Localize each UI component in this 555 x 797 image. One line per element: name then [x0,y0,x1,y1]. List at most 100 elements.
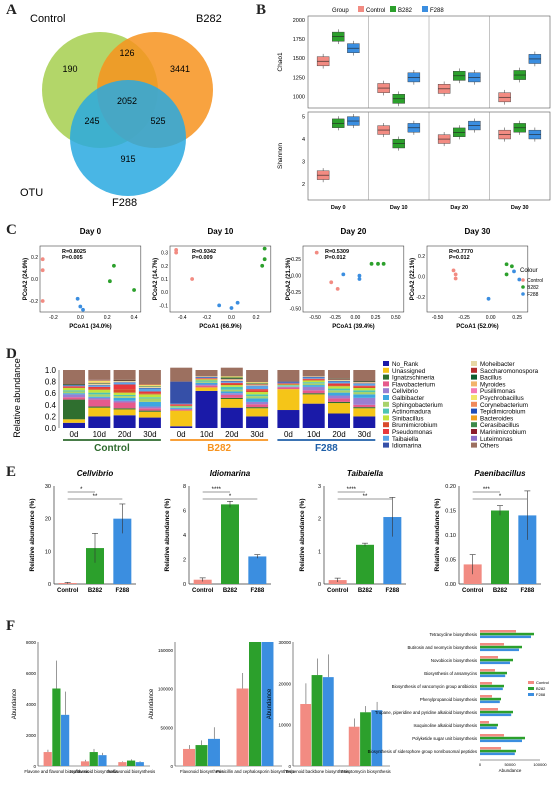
legend-swatch [383,367,389,373]
bar [207,738,220,766]
stacked-bar-segment [113,381,136,383]
y-tick-label: 50000 [160,725,173,730]
y-tick-label: -0.1 [159,303,168,309]
stacked-bar-segment [170,408,193,410]
y-tick-label: 6 [183,509,186,515]
x-tick-label: Control [192,588,214,594]
y-tick-label: 20 [45,517,51,523]
stacked-bar-segment [63,397,85,400]
stacked-bar-segment [353,408,376,417]
panel-d-label: D [6,346,17,362]
bar [356,544,374,584]
legend-swatch [471,388,477,394]
x-tick-label: -0.4 [178,315,187,321]
stacked-bar-segment [63,394,85,398]
stacked-bar-segment [353,407,376,409]
legend-label: Pusillimonas [480,388,515,395]
y-tick-label: 30000 [278,640,291,645]
y-tick-label: 0.20 [445,484,456,490]
stacked-bar-segment [170,367,193,382]
stacked-bar-segment [195,385,218,388]
stacked-bar-segment [328,398,350,402]
stacked-bar-segment [113,379,136,381]
stacked-bar-segment [328,370,350,379]
stacked-bar-segment [88,386,111,389]
stacked-bar-segment [277,386,300,388]
stacked-bar-segment [302,383,325,386]
bar [113,518,132,584]
hbar [480,752,515,756]
legend-swatch [471,429,477,434]
y-tick-label: 0 [318,582,321,588]
stacked-bar-segment [353,381,376,383]
stacked-bar-segment [63,370,85,385]
bar [52,688,61,766]
stacked-bar-segment [220,367,243,377]
stacked-bar-segment [277,386,300,387]
x-tick-label: 30d [143,430,156,439]
legend-label: F288 [536,692,546,697]
y-axis-label: Shannon [277,143,284,169]
y-axis-label: PCoA2 (22.1%) [410,258,416,300]
bar [518,515,537,584]
stat-r: R=0.9342 [192,249,216,255]
x-axis-label: PCoA1 (52.0%) [456,324,498,330]
y-tick-label: Isoquinoline alkaloid biosynthesis [413,723,477,728]
x-tick-label: 0d [284,430,293,439]
y-tick-label: 8 [183,484,186,490]
legend-swatch [383,361,389,366]
legend-label: F288 [527,292,539,298]
stacked-bar-segment [220,381,243,383]
bar [98,755,107,766]
plot-title: Idiomarina [210,469,251,478]
stacked-bar-segment [246,401,269,405]
x-tick-label: Terpenoid backbone biosynthesis [285,769,349,774]
bar [249,642,261,766]
legend-swatch [383,415,389,421]
x-tick-label: Control [57,588,79,594]
stacked-bar-segment [195,382,218,385]
venn-set-label: B282 [196,13,222,25]
stacked-bar-segment [277,383,300,385]
stacked-bar-segment [170,405,193,407]
plot-title: Day 20 [341,227,367,236]
hbar [480,723,498,727]
stat-p: P=0.005 [62,255,83,261]
stacked-bar-segment [88,379,111,381]
scatter-point [132,288,136,292]
venn-region-count: 245 [84,116,99,126]
y-tick-label: 2000 [293,18,305,24]
stacked-bar-segment [220,407,243,428]
venn-region-count: 915 [120,154,135,164]
stacked-bar-segment [246,390,269,393]
stat-r: R=0.7770 [449,249,473,255]
stacked-bar-segment [246,404,269,408]
hbar [480,635,531,639]
stacked-bar-segment [88,383,111,384]
stacked-bar-segment [328,388,350,391]
legend-swatch [528,693,534,696]
venn-annotation: OTU [20,187,43,199]
y-tick-label: 0.25 [291,257,301,263]
legend-swatch [471,408,477,414]
scatter-point [381,261,386,266]
y-tick-label: 1250 [293,75,305,81]
panel-f-label: F [6,618,16,634]
y-tick-label: Biosynthesis of siderophore group nonrib… [368,749,477,754]
hbar [480,674,506,678]
stacked-bar-segment [113,415,136,428]
legend-swatch [383,442,389,448]
stacked-bar-segment [170,410,193,427]
y-tick-label: 4 [302,137,305,143]
legend-label: Cerasibacillus [480,422,519,429]
stacked-bar-segment [138,370,161,385]
stacked-bar-segment [220,397,243,399]
stacked-bar-segment [138,411,161,418]
scatter-point [40,257,45,262]
y-tick-label: 3 [318,484,321,490]
y-tick-label: 0 [183,582,186,588]
stacked-bar-segment [63,390,85,392]
panel-d: D Relative abundance 0.0 0.2 0.4 0.6 0.8 1.0 0d… [0,346,555,460]
stacked-bar-segment [88,396,111,398]
stacked-bar-segment [138,394,161,398]
